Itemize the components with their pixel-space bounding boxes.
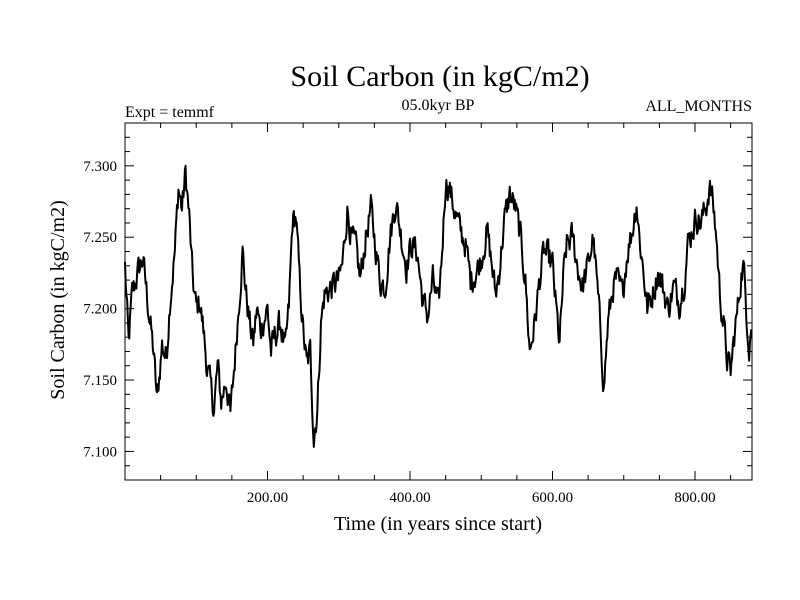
x-tick-label: 800.00 [674, 490, 715, 506]
y-axis-ticks: 7.100 7.150 7.200 7.250 7.300 [83, 136, 752, 467]
chart-title: Soil Carbon (in kgC/m2) [290, 60, 589, 93]
period-label: 05.0kyr BP [402, 97, 475, 114]
series-line-soil-carbon [124, 164, 753, 448]
x-axis-label: Time (in years since start) [334, 513, 542, 535]
y-tick-label: 7.300 [83, 159, 117, 175]
experiment-label: Expt = temmf [125, 104, 215, 121]
plot-frame [124, 122, 753, 481]
x-axis-ticks: 200.00 400.00 600.00 800.00 [160, 123, 732, 506]
y-tick-label: 7.100 [83, 444, 117, 460]
y-tick-label: 7.150 [83, 373, 117, 389]
y-tick-label: 7.200 [83, 302, 117, 318]
y-tick-label: 7.250 [83, 230, 117, 246]
series-layer [124, 164, 753, 448]
x-tick-label: 400.00 [389, 490, 430, 506]
x-tick-label: 600.00 [532, 490, 573, 506]
y-axis-label: Soil Carbon (in kgC/m2) [47, 200, 69, 399]
months-label: ALL_MONTHS [645, 98, 752, 115]
x-tick-label: 200.00 [247, 490, 288, 506]
